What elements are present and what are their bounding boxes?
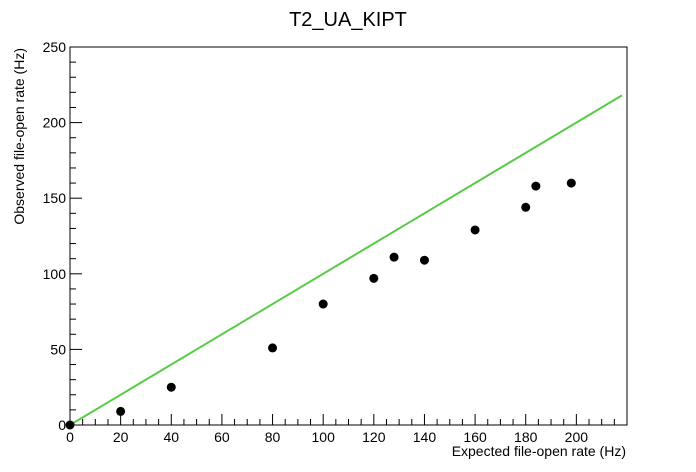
x-tick-label: 140 [413, 429, 437, 445]
plot-frame [69, 46, 628, 426]
x-tick-label: 60 [214, 429, 230, 445]
plot-frame-rect [69, 46, 628, 426]
data-point [521, 202, 531, 212]
data-point [318, 299, 328, 309]
data-point [166, 382, 176, 392]
data-point [65, 420, 75, 430]
data-point [566, 178, 576, 188]
data-point [268, 343, 278, 353]
data-point [369, 273, 379, 283]
y-tick-label: 100 [43, 266, 67, 282]
reference-line-group [69, 94, 623, 426]
y-axis-title: Observed file-open rate (Hz) [11, 48, 27, 225]
data-point [419, 255, 429, 265]
data-point [470, 225, 480, 235]
x-tick-label: 180 [514, 429, 538, 445]
x-axis: 0 20 40 60 80 100 120 140 160 180 200 [66, 414, 628, 445]
data-point [531, 181, 541, 191]
x-tick-label: 160 [463, 429, 487, 445]
x-tick-label: 200 [565, 429, 589, 445]
y-tick-label: 150 [43, 190, 67, 206]
chart-title: T2_UA_KIPT [289, 9, 407, 31]
reference-line [69, 94, 623, 426]
y-tick-label: 0 [58, 417, 66, 433]
y-tick-label: 200 [43, 115, 67, 131]
x-tick-label: 0 [66, 429, 74, 445]
y-tick-label: 50 [50, 341, 66, 357]
x-axis-title: Expected file-open rate (Hz) [452, 443, 626, 459]
y-tick-label: 250 [43, 39, 67, 55]
data-points [65, 178, 576, 430]
y-axis: 0 50 100 150 200 250 [43, 39, 82, 433]
x-tick-label: 120 [362, 429, 386, 445]
x-tick-label: 40 [163, 429, 179, 445]
data-point [389, 252, 399, 262]
x-tick-label: 20 [113, 429, 129, 445]
x-tick-label: 100 [312, 429, 336, 445]
data-point [116, 406, 126, 416]
x-tick-label: 80 [265, 429, 281, 445]
